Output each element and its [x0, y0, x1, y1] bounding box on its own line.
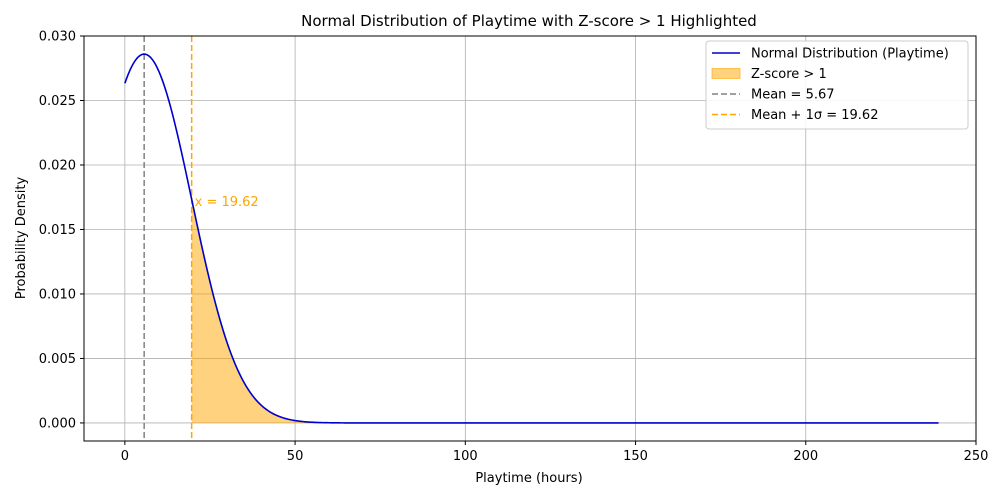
legend: Normal Distribution (Playtime) Z-score > …	[705, 40, 969, 130]
pdf-curve	[124, 53, 939, 424]
x-tick-label: 100	[453, 449, 478, 464]
y-tick-label: 0.020	[39, 158, 76, 173]
reference-lines-layer	[143, 36, 193, 441]
legend-box	[705, 40, 969, 130]
plot-frame	[83, 35, 977, 442]
y-tick-label: 0.015	[39, 223, 76, 238]
x-axis-ticks: 0 50 100 150 200 250	[121, 441, 989, 464]
legend-label: Mean + 1σ = 19.62	[751, 108, 878, 123]
x-tick-label: 150	[623, 449, 648, 464]
annotation-label: x = 19.62	[195, 195, 259, 210]
y-tick-label: 0.005	[39, 352, 76, 367]
x-tick-label: 50	[287, 449, 304, 464]
y-axis-ticks: 0.000 0.005 0.010 0.015 0.020 0.025 0.030	[39, 30, 84, 431]
y-axis-label: Probability Density	[14, 177, 29, 300]
y-tick-label: 0.010	[39, 287, 76, 302]
annotation-layer: x = 19.62	[195, 195, 259, 210]
x-axis-label: Playtime (hours)	[475, 471, 582, 486]
y-tick-label: 0.030	[39, 30, 76, 45]
x-tick-label: 250	[964, 449, 989, 464]
legend-label: Normal Distribution (Playtime)	[751, 47, 949, 62]
x-tick-label: 0	[121, 449, 129, 464]
legend-label: Mean = 5.67	[751, 88, 835, 103]
y-tick-label: 0.025	[39, 94, 76, 109]
curve-layer	[124, 53, 939, 424]
y-tick-label: 0.000	[39, 416, 76, 431]
legend-swatch	[711, 68, 741, 79]
x-tick-label: 200	[793, 449, 818, 464]
legend-label: Z-score > 1	[751, 67, 827, 82]
chart-title: Normal Distribution of Playtime with Z-s…	[301, 12, 757, 30]
